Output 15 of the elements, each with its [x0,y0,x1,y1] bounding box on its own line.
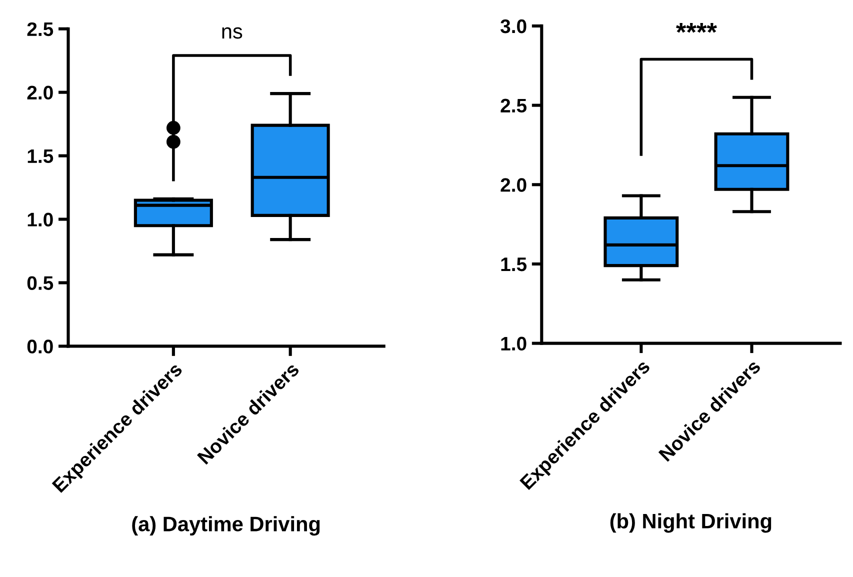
y-tick-label: 1.5 [501,258,527,272]
y-tick-label: 0.0 [27,340,53,354]
y-tick-label: 2.5 [27,22,54,36]
y-tick-label: 1.5 [28,149,54,164]
annotation: ns [222,27,242,39]
y-tick-label: 0.5 [27,276,54,290]
x-axis-title: (a) Daytime Driving [132,516,320,536]
y-tick-label: 2.5 [500,98,527,113]
annotation: **** [676,22,717,33]
y-tick-label: 2.0 [27,86,53,100]
x-axis-title: (b) Night Driving [610,513,772,533]
y-tick-label: 1.0 [28,212,53,226]
y-tick-label: 1.0 [501,336,526,351]
y-tick-label: 3.0 [500,19,526,34]
y-tick-label: 2.0 [500,178,526,192]
